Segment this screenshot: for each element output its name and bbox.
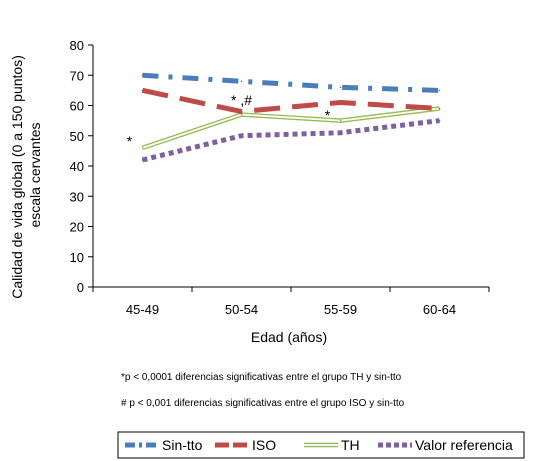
legend-label: ISO (252, 437, 276, 453)
y-axis-title-line-1: Calidad de vida global (0 a 150 puntos) (9, 55, 25, 299)
data-point-iso (339, 101, 342, 104)
data-point-th (339, 119, 342, 122)
data-point-th (240, 113, 243, 116)
data-point-iso (141, 89, 144, 92)
legend-item-th: TH (304, 437, 360, 453)
data-point-sin-tto (438, 89, 441, 92)
footnote-1: *p < 0,0001 diferencias significativas e… (121, 372, 402, 383)
legend-label: Sin-tto (162, 437, 203, 453)
data-point-sin-tto (339, 86, 342, 89)
y-tick-label: 70 (70, 68, 84, 83)
y-tick-label: 10 (70, 250, 84, 265)
series-line-iso (141, 87, 440, 115)
legend-item-valor-referencia: Valor referencia (378, 437, 513, 453)
data-point-valor-referencia (339, 131, 342, 134)
chart-series (141, 72, 441, 163)
y-axis-title: Calidad de vida global (0 a 150 puntos) … (9, 51, 43, 299)
chart-annotations: * * ,# * (127, 92, 331, 149)
significance-marker: * (325, 107, 331, 123)
y-tick-label: 20 (70, 220, 84, 235)
chart-axes (92, 45, 489, 288)
y-axis-title-line-2: escala cervantes (27, 122, 43, 227)
y-tick-label: 40 (70, 159, 84, 174)
data-point-valor-referencia (438, 119, 441, 122)
series-line-inner-th (142, 107, 440, 149)
y-axis-ticks: 0 10 20 30 40 50 60 70 80 (70, 38, 93, 295)
x-tick-label: 60-64 (423, 302, 456, 317)
series-iso (141, 87, 441, 115)
y-tick-label: 30 (70, 189, 84, 204)
y-tick-label: 60 (70, 99, 84, 114)
data-point-iso (240, 110, 243, 113)
significance-marker: * (127, 133, 133, 149)
y-tick-label: 80 (70, 38, 84, 53)
x-axis-title: Edad (años) (251, 329, 327, 345)
series-line-valor-referencia (141, 118, 440, 163)
legend-label: TH (341, 437, 360, 453)
legend-label: Valor referencia (415, 437, 513, 453)
data-point-sin-tto (240, 80, 243, 83)
x-tick-label: 45-49 (126, 302, 159, 317)
legend-item-sin-tto: Sin-tto (125, 437, 203, 453)
data-point-iso (438, 107, 441, 110)
x-tick-label: 55-59 (324, 302, 357, 317)
significance-marker: * ,# (231, 92, 252, 108)
x-tick-label: 50-54 (225, 302, 258, 317)
series-sin-tto (141, 72, 441, 93)
data-point-th (141, 147, 144, 149)
series-line-sin-tto (142, 72, 440, 93)
legend-item-iso: ISO (215, 437, 276, 453)
data-point-valor-referencia (240, 134, 243, 137)
data-point-valor-referencia (141, 159, 144, 161)
x-axis-ticks: 45-49 50-54 55-59 60-64 (92, 287, 490, 317)
footnote-2: # p < 0,001 diferencias significativas e… (121, 398, 405, 409)
legend: Sin-tto ISO TH Valor referencia (117, 431, 525, 459)
y-tick-label: 50 (70, 129, 84, 144)
series-valor-referencia (141, 118, 441, 163)
y-tick-label: 0 (77, 280, 84, 295)
data-point-sin-tto (141, 74, 144, 77)
